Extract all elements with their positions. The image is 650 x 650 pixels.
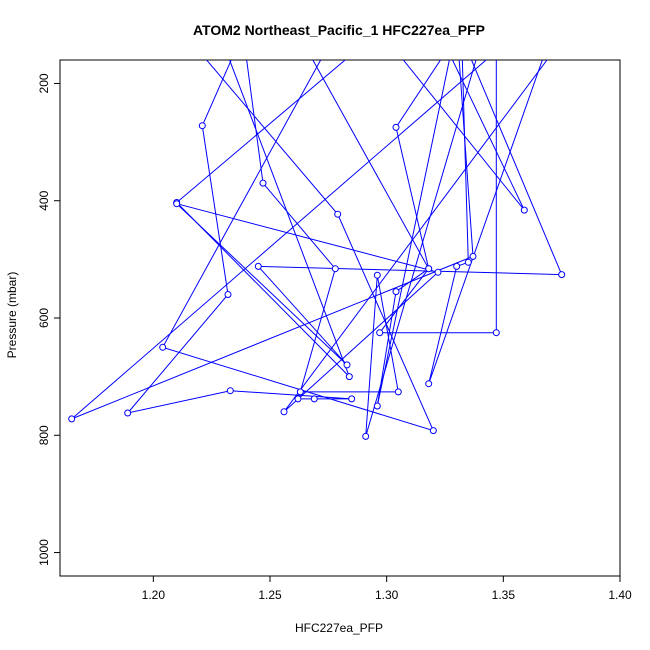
- series-line: [402, 60, 525, 211]
- data-point: [520, 206, 528, 214]
- data-point: [392, 123, 400, 131]
- data-point: [331, 265, 339, 273]
- data-point: [469, 252, 477, 260]
- x-tick-label: 1.35: [492, 588, 516, 602]
- data-point: [294, 395, 302, 403]
- series-line: [126, 60, 352, 414]
- data-point: [376, 329, 384, 337]
- data-point: [124, 409, 132, 417]
- points-group: [68, 122, 566, 440]
- chart-title: ATOM2 Northeast_Pacific_1 HFC227ea_PFP: [193, 22, 485, 38]
- x-tick-label: 1.40: [608, 588, 632, 602]
- data-point: [373, 271, 381, 279]
- data-point: [373, 402, 381, 410]
- data-point: [453, 262, 461, 270]
- y-tick-label: 1000: [37, 539, 51, 566]
- series-line: [71, 60, 487, 420]
- data-point: [394, 388, 402, 396]
- series-line: [175, 60, 350, 377]
- data-point: [345, 373, 353, 381]
- series-line: [161, 60, 435, 432]
- y-tick-label: 400: [37, 190, 51, 210]
- data-point: [280, 408, 288, 416]
- data-point: [429, 427, 437, 435]
- data-point: [173, 200, 181, 208]
- series-line: [428, 60, 543, 384]
- series-line: [378, 60, 497, 334]
- series-group: [71, 60, 563, 437]
- data-point: [226, 387, 234, 395]
- x-axis: 1.20 1.25 1.30 1.35 1.40: [142, 576, 632, 602]
- y-tick-label: 200: [37, 73, 51, 93]
- y-axis-label: Pressure (mbar): [5, 272, 19, 359]
- plot-frame: [59, 59, 621, 577]
- y-axis: 200 400 600 800 1000: [37, 73, 60, 566]
- y-tick-label: 600: [37, 308, 51, 328]
- data-point: [425, 380, 433, 388]
- x-axis-label: HFC227ea_PFP: [295, 621, 383, 635]
- series-line: [176, 60, 563, 413]
- data-point: [434, 268, 442, 276]
- data-point: [558, 271, 566, 279]
- data-point: [259, 179, 267, 187]
- data-point: [310, 395, 318, 403]
- x-tick-label: 1.20: [142, 588, 166, 602]
- data-point: [492, 329, 500, 337]
- data-point: [198, 122, 206, 130]
- x-tick-label: 1.25: [258, 588, 282, 602]
- series-line: [246, 60, 477, 437]
- data-point: [68, 415, 76, 423]
- data-point: [296, 388, 304, 396]
- data-point: [464, 258, 472, 266]
- data-point: [362, 432, 370, 440]
- data-point: [343, 361, 351, 369]
- x-tick-label: 1.30: [375, 588, 399, 602]
- series-line: [312, 60, 450, 407]
- data-point: [159, 343, 167, 351]
- data-point: [392, 288, 400, 296]
- data-point: [425, 265, 433, 273]
- data-point: [254, 262, 262, 270]
- y-tick-label: 800: [37, 425, 51, 445]
- data-point: [224, 291, 232, 298]
- data-point: [334, 210, 342, 218]
- data-point: [348, 395, 356, 403]
